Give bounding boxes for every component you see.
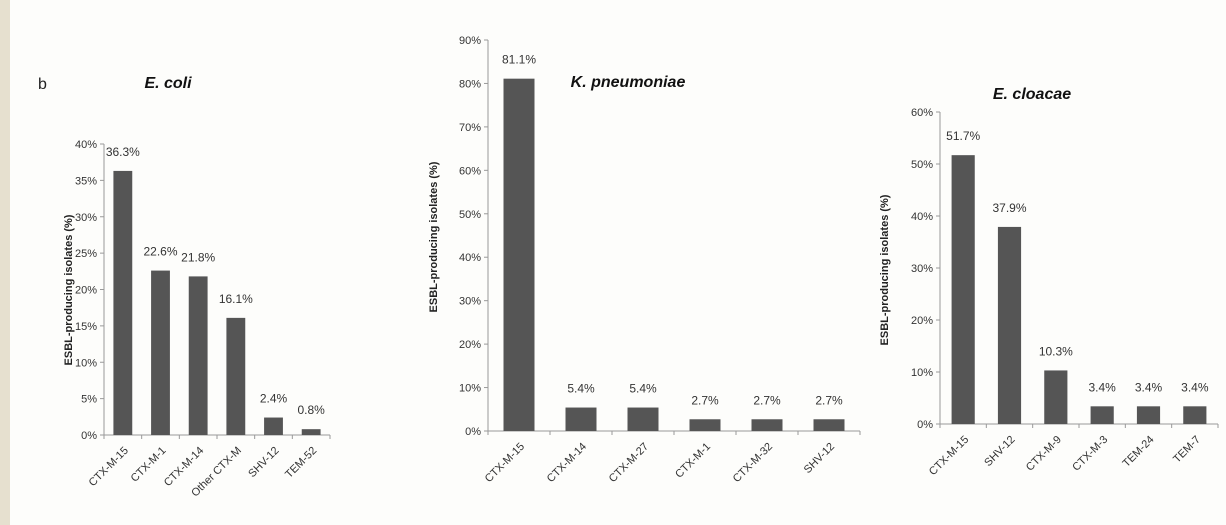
data-label: 51.7% xyxy=(946,129,980,143)
data-label: 2.7% xyxy=(815,393,843,407)
x-tick-label: CTX-M-15 xyxy=(927,434,971,478)
y-tick-label: 90% xyxy=(459,35,481,47)
bar xyxy=(264,417,283,435)
data-label: 21.8% xyxy=(181,250,215,264)
x-tick-label: CTX-M-14 xyxy=(545,441,589,485)
x-tick-label: SHV-12 xyxy=(802,441,837,476)
data-label: 81.1% xyxy=(502,53,536,67)
y-tick-label: 0% xyxy=(81,430,97,442)
bar xyxy=(1183,406,1207,424)
bar xyxy=(951,155,975,424)
x-tick-label: CTX-M-1 xyxy=(673,441,713,481)
data-label: 37.9% xyxy=(992,201,1026,215)
x-tick-label: CTX-M-3 xyxy=(1070,434,1110,474)
y-tick-label: 60% xyxy=(459,165,481,177)
y-tick-label: 20% xyxy=(911,315,933,327)
bar xyxy=(627,407,659,431)
y-tick-label: 25% xyxy=(75,248,97,260)
y-tick-label: 10% xyxy=(75,357,97,369)
data-label: 16.1% xyxy=(219,292,253,306)
x-tick-label: TEM-24 xyxy=(1120,434,1156,470)
y-tick-label: 40% xyxy=(75,139,97,151)
panel-label: b xyxy=(38,76,47,93)
data-label: 10.3% xyxy=(1039,344,1073,358)
bar xyxy=(188,276,208,435)
y-tick-label: 40% xyxy=(911,211,933,223)
data-label: 3.4% xyxy=(1135,380,1163,394)
y-tick-label: 60% xyxy=(911,107,933,119)
data-label: 22.6% xyxy=(143,245,177,259)
y-tick-label: 70% xyxy=(459,122,481,134)
x-tick-label: CTX-M-15 xyxy=(87,445,131,489)
y-tick-label: 20% xyxy=(459,339,481,351)
y-axis-label: ESBL-producing isolates (%) xyxy=(428,161,440,312)
bar xyxy=(1090,406,1114,424)
bar xyxy=(113,170,133,436)
x-tick-label: CTX-M-15 xyxy=(483,441,527,485)
bar xyxy=(226,317,246,435)
x-tick-label: TEM-52 xyxy=(283,445,319,481)
chart-title: K. pneumoniae xyxy=(571,74,686,91)
data-label: 2.7% xyxy=(753,393,781,407)
y-tick-label: 30% xyxy=(75,212,97,224)
y-tick-label: 80% xyxy=(459,78,481,90)
y-tick-label: 5% xyxy=(81,394,97,406)
y-axis-label: ESBL-producing isolates (%) xyxy=(879,194,891,345)
bar xyxy=(503,78,535,431)
x-tick-label: SHV-12 xyxy=(246,445,281,480)
data-label: 3.4% xyxy=(1088,380,1116,394)
bar xyxy=(997,226,1022,424)
y-tick-label: 30% xyxy=(459,296,481,308)
bar xyxy=(1136,406,1161,424)
chart-title: E. coli xyxy=(144,75,192,92)
y-tick-label: 40% xyxy=(459,252,481,264)
x-tick-label: CTX-M-27 xyxy=(607,441,651,485)
bar xyxy=(751,419,783,431)
y-tick-label: 30% xyxy=(911,263,933,275)
bar xyxy=(1044,370,1068,424)
bar xyxy=(689,419,721,431)
x-tick-label: SHV-12 xyxy=(982,434,1017,469)
data-label: 2.4% xyxy=(260,392,288,406)
data-label: 0.8% xyxy=(297,403,325,417)
x-tick-label: TEM-7 xyxy=(1171,434,1203,466)
data-label: 5.4% xyxy=(629,382,657,396)
y-tick-label: 50% xyxy=(911,159,933,171)
y-tick-label: 20% xyxy=(75,285,97,297)
bar xyxy=(301,429,321,435)
figure-left-border xyxy=(0,0,10,525)
data-label: 36.3% xyxy=(106,145,140,159)
y-tick-label: 50% xyxy=(459,209,481,221)
data-label: 5.4% xyxy=(567,382,595,396)
y-tick-label: 0% xyxy=(917,419,933,431)
y-tick-label: 10% xyxy=(911,367,933,379)
y-tick-label: 35% xyxy=(75,175,97,187)
data-label: 2.7% xyxy=(691,393,719,407)
y-axis-label: ESBL-producing isolates (%) xyxy=(63,214,75,365)
y-tick-label: 0% xyxy=(465,426,481,438)
data-label: 3.4% xyxy=(1181,380,1209,394)
bar xyxy=(813,419,845,431)
x-tick-label: CTX-M-9 xyxy=(1024,434,1064,474)
y-tick-label: 15% xyxy=(75,321,97,333)
chart-title: E. cloacae xyxy=(993,86,1071,103)
bar xyxy=(565,407,597,431)
y-tick-label: 10% xyxy=(459,383,481,395)
x-tick-label: CTX-M-32 xyxy=(731,441,775,485)
bar xyxy=(151,270,170,435)
